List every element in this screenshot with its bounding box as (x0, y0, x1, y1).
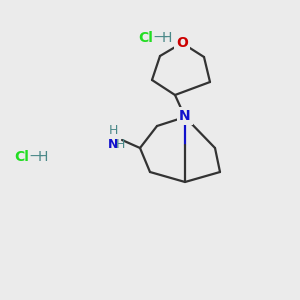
Text: Cl: Cl (138, 31, 153, 45)
Text: H: H (162, 31, 172, 45)
Text: H: H (38, 150, 48, 164)
Text: O: O (176, 36, 188, 50)
Text: —: — (29, 150, 43, 164)
Text: —: — (153, 31, 167, 45)
Text: H: H (108, 124, 118, 136)
Text: N: N (108, 137, 118, 151)
Text: N: N (179, 109, 191, 123)
Text: Cl: Cl (14, 150, 29, 164)
Text: H: H (115, 137, 125, 151)
